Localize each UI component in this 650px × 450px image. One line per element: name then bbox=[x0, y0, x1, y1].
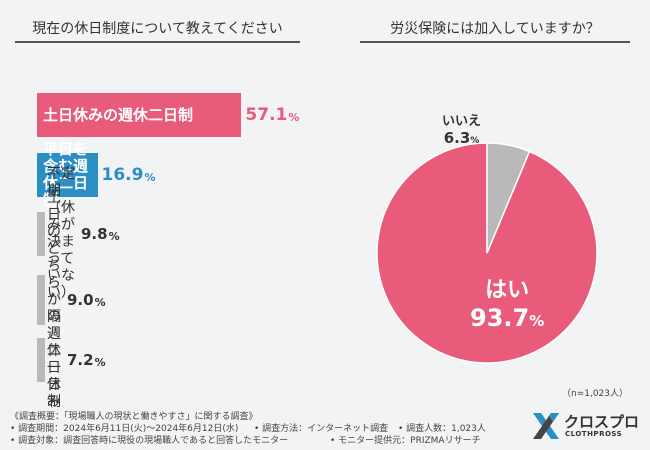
bar-1: 土日休みの週休二日制 57.1% bbox=[37, 93, 299, 137]
pie-slice-2 bbox=[486, 142, 531, 254]
company-logo: クロスプロ CLOTHPROSS bbox=[530, 410, 645, 442]
bar-value: 9.8% bbox=[81, 225, 120, 243]
pie-category-label: はい bbox=[485, 278, 530, 303]
pie-label-2: いいえ 6.3% bbox=[442, 110, 481, 147]
survey-period: • 調査期間：2024年6月11日(火)～2024年6月12日(水) bbox=[10, 424, 239, 434]
bar-3: 不定期（休みが決まっていない）9.8% bbox=[37, 166, 120, 301]
pie-label-1: はい 93.7% bbox=[470, 272, 544, 332]
left-chart-title: 現在の休日制度について教えてください bbox=[15, 17, 300, 43]
bar-5: 隔週二日休み 7.2% bbox=[37, 309, 106, 410]
monitor-provider: • モニター提供元：PRIZMAリサーチ bbox=[330, 436, 481, 446]
bar-label: 隔週二日休み bbox=[47, 309, 61, 410]
logo-mark-icon bbox=[533, 413, 559, 439]
bar-label: 土日休みの週休二日制 bbox=[43, 105, 194, 124]
pie-value-label: 6.3% bbox=[443, 129, 480, 147]
logo-text: クロスプロ bbox=[564, 413, 640, 431]
survey-target: • 調査対象：調査回答時に現役の現場職人であると回答したモニター bbox=[10, 436, 289, 446]
bar-4: 土日のどちらかの 週休一日制 9.0% bbox=[37, 190, 106, 410]
bar-value: 9.0% bbox=[67, 291, 106, 309]
pie-category-label: いいえ bbox=[442, 114, 482, 129]
bar-2: 平日を含む週休二日制 16.9% bbox=[37, 140, 155, 209]
sample-size: （n=1,023人） bbox=[561, 389, 628, 399]
right-chart-title: 労災保険には加入していますか？ bbox=[360, 17, 630, 43]
bar-value: 16.9% bbox=[101, 165, 156, 185]
logo-subtext: CLOTHPROSS bbox=[565, 430, 623, 438]
survey-people: • 調査人数：1,023人 bbox=[398, 424, 486, 434]
bar-label: 平日を含む週休二日制 bbox=[43, 140, 89, 209]
survey-method: • 調査方法：インターネット調査 bbox=[254, 424, 389, 434]
pie-value-label: 93.7% bbox=[470, 304, 545, 332]
survey-overview: 《調査概要：「現場職人の現状と働きやすさ」に関する調査》 bbox=[10, 412, 258, 422]
bar-value: 57.1% bbox=[245, 105, 300, 125]
bar-value: 7.2% bbox=[67, 351, 106, 369]
